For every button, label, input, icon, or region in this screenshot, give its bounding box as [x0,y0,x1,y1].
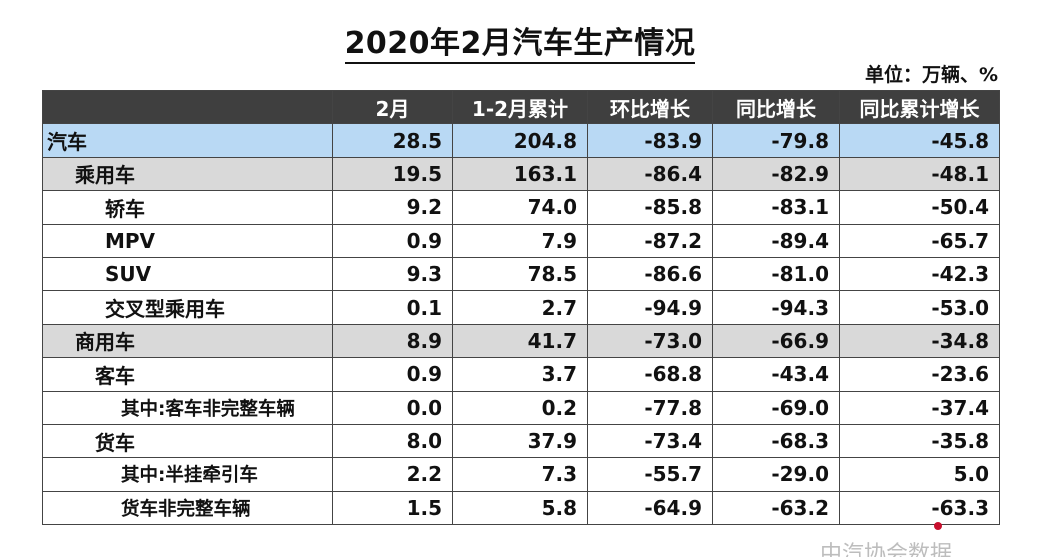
table-row: 货车 8.0 37.9 -73.4 -68.3 -35.8 [42,423,1000,459]
column-header-jan-feb-cumulative: 1-2月累计 [452,89,588,125]
cell-yoy: -68.3 [712,423,840,459]
cell-yoy: -63.2 [712,490,840,526]
table-row: 其中:半挂牵引车 2.2 7.3 -55.7 -29.0 5.0 [42,457,1000,492]
watermark-text: 中汽协会数据 [820,542,953,557]
cell-cumulative: 5.8 [452,490,588,526]
cell-cumulative: 7.3 [452,457,588,492]
cell-cumulative: 41.7 [452,323,588,359]
cell-yoy-cumulative: -53.0 [839,290,1000,325]
row-label: MPV [42,223,333,258]
cell-mom: -68.8 [587,357,713,392]
cell-cumulative: 7.9 [452,223,588,258]
cell-cumulative: 2.7 [452,290,588,325]
cell-yoy: -79.8 [712,123,840,158]
cell-feb: 0.0 [332,390,453,425]
cell-yoy-cumulative: -48.1 [839,156,1000,192]
cell-yoy-cumulative: -23.6 [839,357,1000,392]
cell-cumulative: 37.9 [452,423,588,459]
cell-yoy: -66.9 [712,323,840,359]
cell-yoy: -29.0 [712,457,840,492]
cell-mom: -85.8 [587,190,713,225]
cell-feb: 19.5 [332,156,453,192]
row-label: 货车 [42,423,333,459]
column-header-yoy-growth: 同比增长 [712,89,840,125]
table-row: 乘用车 19.5 163.1 -86.4 -82.9 -48.1 [42,156,1000,192]
cell-mom: -73.0 [587,323,713,359]
cell-yoy: -82.9 [712,156,840,192]
cell-feb: 9.2 [332,190,453,225]
cell-yoy: -43.4 [712,357,840,392]
title-text: 2020年2月汽车生产情况 [344,26,696,64]
watermark-dot [934,522,942,530]
table-row: MPV 0.9 7.9 -87.2 -89.4 -65.7 [42,223,1000,258]
cell-feb: 9.3 [332,256,453,292]
cell-mom: -55.7 [587,457,713,492]
cell-yoy: -89.4 [712,223,840,258]
cell-mom: -64.9 [587,490,713,526]
cell-mom: -86.6 [587,256,713,292]
cell-feb: 0.1 [332,290,453,325]
cell-feb: 8.0 [332,423,453,459]
table-row: 汽车 28.5 204.8 -83.9 -79.8 -45.8 [42,123,1000,158]
row-label: 商用车 [42,323,333,359]
column-header-category [42,89,333,125]
cell-feb: 28.5 [332,123,453,158]
table-row: 轿车 9.2 74.0 -85.8 -83.1 -50.4 [42,190,1000,225]
cell-cumulative: 3.7 [452,357,588,392]
table-row: 其中:客车非完整车辆 0.0 0.2 -77.8 -69.0 -37.4 [42,390,1000,425]
cell-feb: 0.9 [332,223,453,258]
column-header-mom-growth: 环比增长 [587,89,713,125]
cell-yoy: -69.0 [712,390,840,425]
cell-yoy: -81.0 [712,256,840,292]
cell-cumulative: 0.2 [452,390,588,425]
row-label: 其中:客车非完整车辆 [42,390,333,425]
cell-mom: -94.9 [587,290,713,325]
row-label: 货车非完整车辆 [42,490,333,526]
production-table: 2月 1-2月累计 环比增长 同比增长 同比累计增长 汽车 28.5 204.8… [42,89,1000,526]
table-row: 商用车 8.9 41.7 -73.0 -66.9 -34.8 [42,323,1000,359]
column-header-feb: 2月 [332,89,453,125]
cell-feb: 2.2 [332,457,453,492]
table-row: 货车非完整车辆 1.5 5.8 -64.9 -63.2 -63.3 [42,490,1000,526]
cell-yoy-cumulative: -42.3 [839,256,1000,292]
cell-cumulative: 163.1 [452,156,588,192]
table-header-row: 2月 1-2月累计 环比增长 同比增长 同比累计增长 [42,89,1000,125]
cell-mom: -77.8 [587,390,713,425]
row-label: 交叉型乘用车 [42,290,333,325]
row-label: 客车 [42,357,333,392]
unit-note: 单位：万辆、% [864,64,998,86]
cell-mom: -73.4 [587,423,713,459]
row-label: 其中:半挂牵引车 [42,457,333,492]
cell-cumulative: 78.5 [452,256,588,292]
cell-yoy-cumulative: -63.3 [839,490,1000,526]
column-header-yoy-cumulative-growth: 同比累计增长 [839,89,1000,125]
cell-yoy-cumulative: -45.8 [839,123,1000,158]
cell-yoy-cumulative: -50.4 [839,190,1000,225]
row-label: SUV [42,256,333,292]
row-label: 乘用车 [42,156,333,192]
table-row: SUV 9.3 78.5 -86.6 -81.0 -42.3 [42,256,1000,292]
cell-cumulative: 204.8 [452,123,588,158]
cell-mom: -83.9 [587,123,713,158]
table-row: 客车 0.9 3.7 -68.8 -43.4 -23.6 [42,357,1000,392]
cell-yoy-cumulative: -37.4 [839,390,1000,425]
cell-yoy-cumulative: -65.7 [839,223,1000,258]
cell-mom: -87.2 [587,223,713,258]
cell-yoy-cumulative: 5.0 [839,457,1000,492]
table-row: 交叉型乘用车 0.1 2.7 -94.9 -94.3 -53.0 [42,290,1000,325]
row-label: 轿车 [42,190,333,225]
cell-feb: 8.9 [332,323,453,359]
row-label: 汽车 [42,123,333,158]
cell-yoy-cumulative: -35.8 [839,423,1000,459]
cell-feb: 1.5 [332,490,453,526]
cell-yoy: -94.3 [712,290,840,325]
cell-feb: 0.9 [332,357,453,392]
page-title: 2020年2月汽车生产情况 [0,18,1040,64]
cell-mom: -86.4 [587,156,713,192]
cell-yoy-cumulative: -34.8 [839,323,1000,359]
cell-cumulative: 74.0 [452,190,588,225]
cell-yoy: -83.1 [712,190,840,225]
